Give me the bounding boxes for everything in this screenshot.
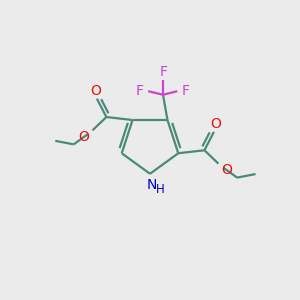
Text: F: F bbox=[182, 84, 190, 98]
Text: F: F bbox=[136, 84, 144, 98]
Text: H: H bbox=[156, 183, 165, 196]
Text: N: N bbox=[147, 178, 157, 192]
Text: F: F bbox=[160, 65, 168, 80]
Text: O: O bbox=[90, 84, 101, 98]
Text: O: O bbox=[79, 130, 89, 144]
Text: O: O bbox=[221, 163, 232, 177]
Text: O: O bbox=[210, 117, 221, 131]
